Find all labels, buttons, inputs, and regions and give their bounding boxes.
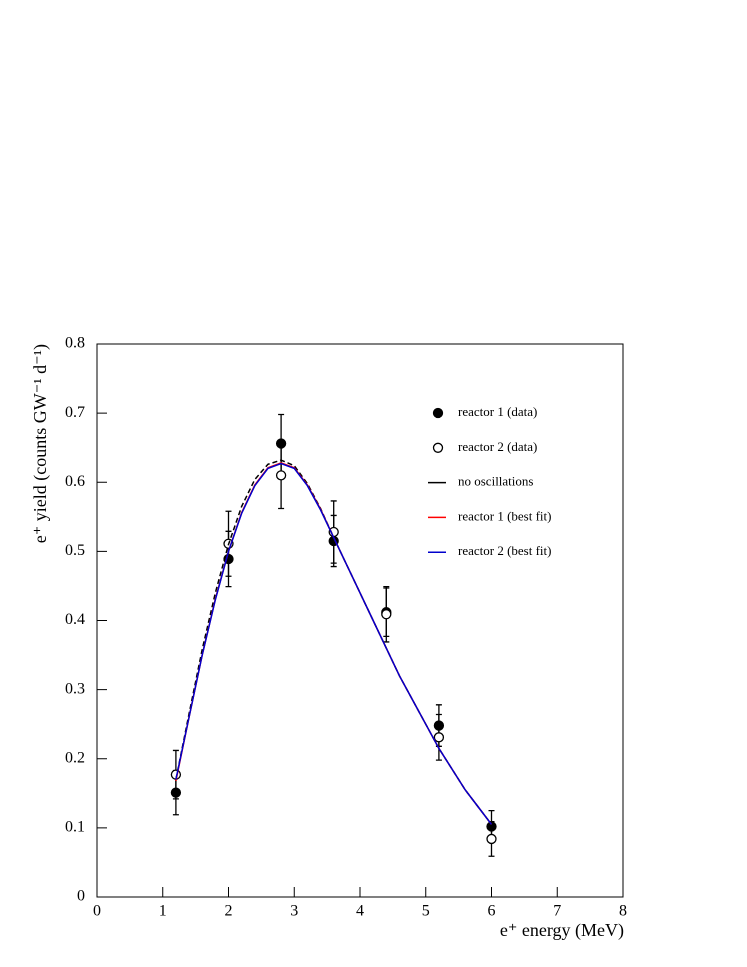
legend-label: reactor 2 (data) [458,439,537,454]
legend-label: reactor 2 (best fit) [458,543,551,558]
y-tick-label: 0.2 [65,749,85,766]
legend-label: reactor 1 (best fit) [458,508,551,523]
legend-swatch [432,442,444,453]
y-tick-label: 0 [77,888,85,905]
y-axis-label: e⁺ yield (counts GW⁻¹ d⁻¹) [30,344,51,543]
fit-line [175,462,493,825]
x-tick-label: 2 [225,903,233,920]
y-tick-label: 0.5 [65,542,85,559]
x-tick-label: 6 [488,903,496,920]
y-tick-label: 0.3 [65,680,85,697]
legend-swatch [432,407,444,419]
legend-label: reactor 1 (data) [458,404,537,419]
data-point [381,609,392,620]
y-tick-label: 0.1 [65,819,85,836]
data-point [486,833,497,845]
x-tick-label: 8 [619,903,627,920]
y-tick-label: 0.7 [65,404,85,421]
y-tick-label: 0.4 [65,611,85,628]
x-tick-label: 1 [159,903,167,920]
x-tick-label: 0 [93,903,101,920]
x-tick-label: 7 [553,903,561,920]
legend-label: no oscillations [458,474,533,489]
x-tick-label: 4 [356,903,364,920]
x-axis-label: e⁺ energy (MeV) [500,920,624,941]
y-tick-label: 0.8 [65,335,85,352]
y-tick-label: 0.6 [65,473,85,490]
x-tick-label: 5 [422,903,430,920]
data-point [433,732,445,743]
data-point [275,470,287,481]
x-tick-label: 3 [290,903,298,920]
